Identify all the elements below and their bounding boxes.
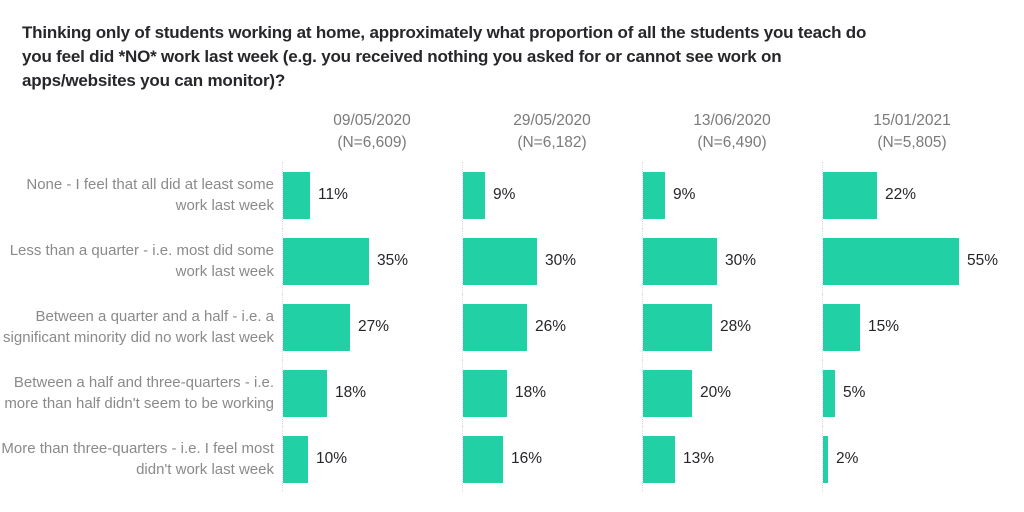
bar [283, 435, 308, 483]
bar-cell: 2% [822, 426, 1002, 492]
value-label: 22% [885, 186, 917, 203]
chart-body: None - I feel that all did at least some… [0, 162, 1024, 492]
bar-cell: 28% [642, 294, 822, 360]
column-sample-size: (N=5,805) [877, 134, 947, 151]
bar [643, 303, 712, 351]
chart-row: None - I feel that all did at least some… [0, 162, 1024, 228]
bar [283, 171, 310, 219]
value-label: 9% [493, 186, 516, 203]
bar [463, 369, 507, 417]
column-sample-size: (N=6,490) [697, 134, 767, 151]
chart-row: Less than a quarter - i.e. most did some… [0, 228, 1024, 294]
column-date: 09/05/2020 [333, 112, 411, 129]
column-date: 13/06/2020 [693, 112, 771, 129]
bar [823, 237, 959, 285]
bar [643, 171, 665, 219]
value-label: 35% [377, 252, 409, 269]
value-label: 26% [535, 318, 567, 335]
value-label: 11% [318, 186, 348, 203]
value-label: 2% [836, 450, 859, 467]
value-label: 28% [720, 318, 752, 335]
chart-title-line: apps/websites you can monitor)? [22, 71, 286, 90]
column-header: 09/05/2020 (N=6,609) [282, 110, 462, 154]
bar-cell: 22% [822, 162, 1002, 228]
value-label: 16% [511, 450, 543, 467]
column-sample-size: (N=6,609) [337, 134, 407, 151]
value-label: 18% [335, 384, 367, 401]
bar-cell: 20% [642, 360, 822, 426]
bar-cell: 55% [822, 228, 1002, 294]
bar-cell: 27% [282, 294, 462, 360]
column-header: 13/06/2020 (N=6,490) [642, 110, 822, 154]
bar [463, 171, 485, 219]
value-label: 20% [700, 384, 732, 401]
bar [643, 369, 692, 417]
value-label: 13% [683, 450, 715, 467]
bar [823, 369, 835, 417]
bar-cell: 26% [462, 294, 642, 360]
bar-cell: 16% [462, 426, 642, 492]
chart-row: Between a half and three-quarters - i.e.… [0, 360, 1024, 426]
value-label: 30% [545, 252, 577, 269]
bar [823, 303, 860, 351]
chart-row: More than three-quarters - i.e. I feel m… [0, 426, 1024, 492]
bar-cell: 11% [282, 162, 462, 228]
bar-cell: 10% [282, 426, 462, 492]
value-label: 9% [673, 186, 696, 203]
category-label: Between a quarter and a half - i.e. a si… [3, 308, 274, 346]
category-label: Less than a quarter - i.e. most did some… [9, 242, 274, 280]
column-header: 15/01/2021 (N=5,805) [822, 110, 1002, 154]
column-header-row: 09/05/2020 (N=6,609) 29/05/2020 (N=6,182) 13… [0, 110, 1024, 154]
bar [823, 171, 877, 219]
row-label-gutter [0, 110, 282, 154]
chart-row: Between a quarter and a half - i.e. a si… [0, 294, 1024, 360]
value-label: 10% [316, 450, 348, 467]
bar [283, 237, 369, 285]
bar [643, 435, 675, 483]
category-label: Between a half and three-quarters - i.e.… [4, 374, 274, 412]
category-label: More than three-quarters - i.e. I feel m… [1, 440, 274, 478]
value-label: 30% [725, 252, 757, 269]
bar [463, 435, 503, 483]
chart-title-line: Thinking only of students working at hom… [22, 23, 867, 42]
bar-cell: 30% [462, 228, 642, 294]
value-label: 27% [358, 318, 390, 335]
chart-title: Thinking only of students working at hom… [0, 0, 1024, 93]
bar [643, 237, 717, 285]
value-label: 55% [967, 252, 999, 269]
bar-cell: 9% [462, 162, 642, 228]
column-date: 15/01/2021 [873, 112, 951, 129]
bar [463, 237, 537, 285]
bar [283, 303, 350, 351]
bar-cell: 5% [822, 360, 1002, 426]
bar-cell: 18% [282, 360, 462, 426]
bar [823, 435, 828, 483]
bar-cell: 9% [642, 162, 822, 228]
bar-cell: 15% [822, 294, 1002, 360]
category-label: None - I feel that all did at least some… [26, 176, 274, 214]
value-label: 18% [515, 384, 547, 401]
value-label: 5% [843, 384, 866, 401]
bar-cell: 30% [642, 228, 822, 294]
bar-cell: 35% [282, 228, 462, 294]
column-date: 29/05/2020 [513, 112, 591, 129]
bar-cell: 18% [462, 360, 642, 426]
bar-cell: 13% [642, 426, 822, 492]
column-header: 29/05/2020 (N=6,182) [462, 110, 642, 154]
bar [283, 369, 327, 417]
column-sample-size: (N=6,182) [517, 134, 587, 151]
bar [463, 303, 527, 351]
chart-title-line: you feel did *NO* work last week (e.g. y… [22, 47, 782, 66]
value-label: 15% [868, 318, 900, 335]
